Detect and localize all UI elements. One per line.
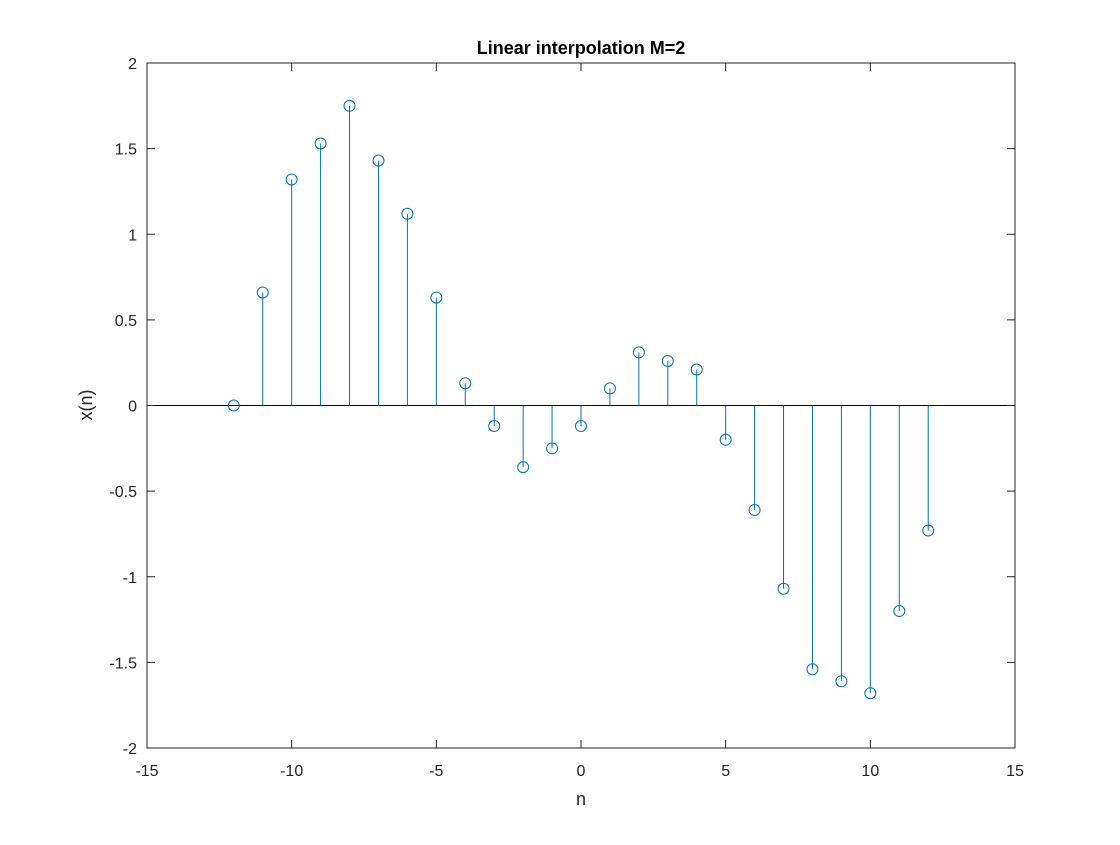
stem-marker <box>256 286 269 299</box>
stem-marker <box>517 461 530 474</box>
x-axis-label: n <box>576 789 586 809</box>
stem-marker <box>661 354 674 367</box>
x-tick-label: -10 <box>280 763 303 780</box>
stem-marker <box>603 382 616 395</box>
stem-marker <box>719 433 732 446</box>
x-tick-label: 10 <box>861 763 879 780</box>
stem-marker <box>864 687 877 700</box>
y-tick-label: -1 <box>123 570 137 587</box>
chart-title: Linear interpolation M=2 <box>477 38 686 58</box>
stem-marker <box>777 582 790 595</box>
stem-marker <box>922 524 935 537</box>
y-tick-label: 0.5 <box>115 313 137 330</box>
y-tick-label: -0.5 <box>109 484 137 501</box>
y-tick-label: 1.5 <box>115 142 137 159</box>
stem-marker <box>372 154 385 167</box>
stem-marker <box>459 377 472 390</box>
stem-marker <box>690 363 703 376</box>
stem-marker <box>488 420 501 433</box>
y-tick-label: -1.5 <box>109 655 137 672</box>
y-tick-label: 2 <box>128 56 137 73</box>
y-tick-label: 1 <box>128 227 137 244</box>
x-tick-label: 5 <box>721 763 730 780</box>
stem-marker <box>314 137 327 150</box>
x-tick-label: 0 <box>577 763 586 780</box>
y-tick-label: 0 <box>128 399 137 416</box>
stem-marker <box>285 173 298 186</box>
x-tick-label: -15 <box>135 763 158 780</box>
stem-marker <box>546 442 559 455</box>
stem-marker <box>401 207 414 220</box>
stem-marker <box>227 399 240 412</box>
stem-marker <box>748 503 761 516</box>
x-tick-label: -5 <box>429 763 443 780</box>
stem-marker <box>632 346 645 359</box>
stem-marker <box>806 663 819 676</box>
stem-marker <box>430 291 443 304</box>
stem-marker <box>835 675 848 688</box>
stem-marker <box>575 420 587 433</box>
stem-marker <box>343 99 356 112</box>
y-tick-label: -2 <box>123 741 137 758</box>
x-tick-label: 15 <box>1006 763 1024 780</box>
stem-marker <box>893 605 906 617</box>
y-axis-label: x(n) <box>76 390 96 421</box>
